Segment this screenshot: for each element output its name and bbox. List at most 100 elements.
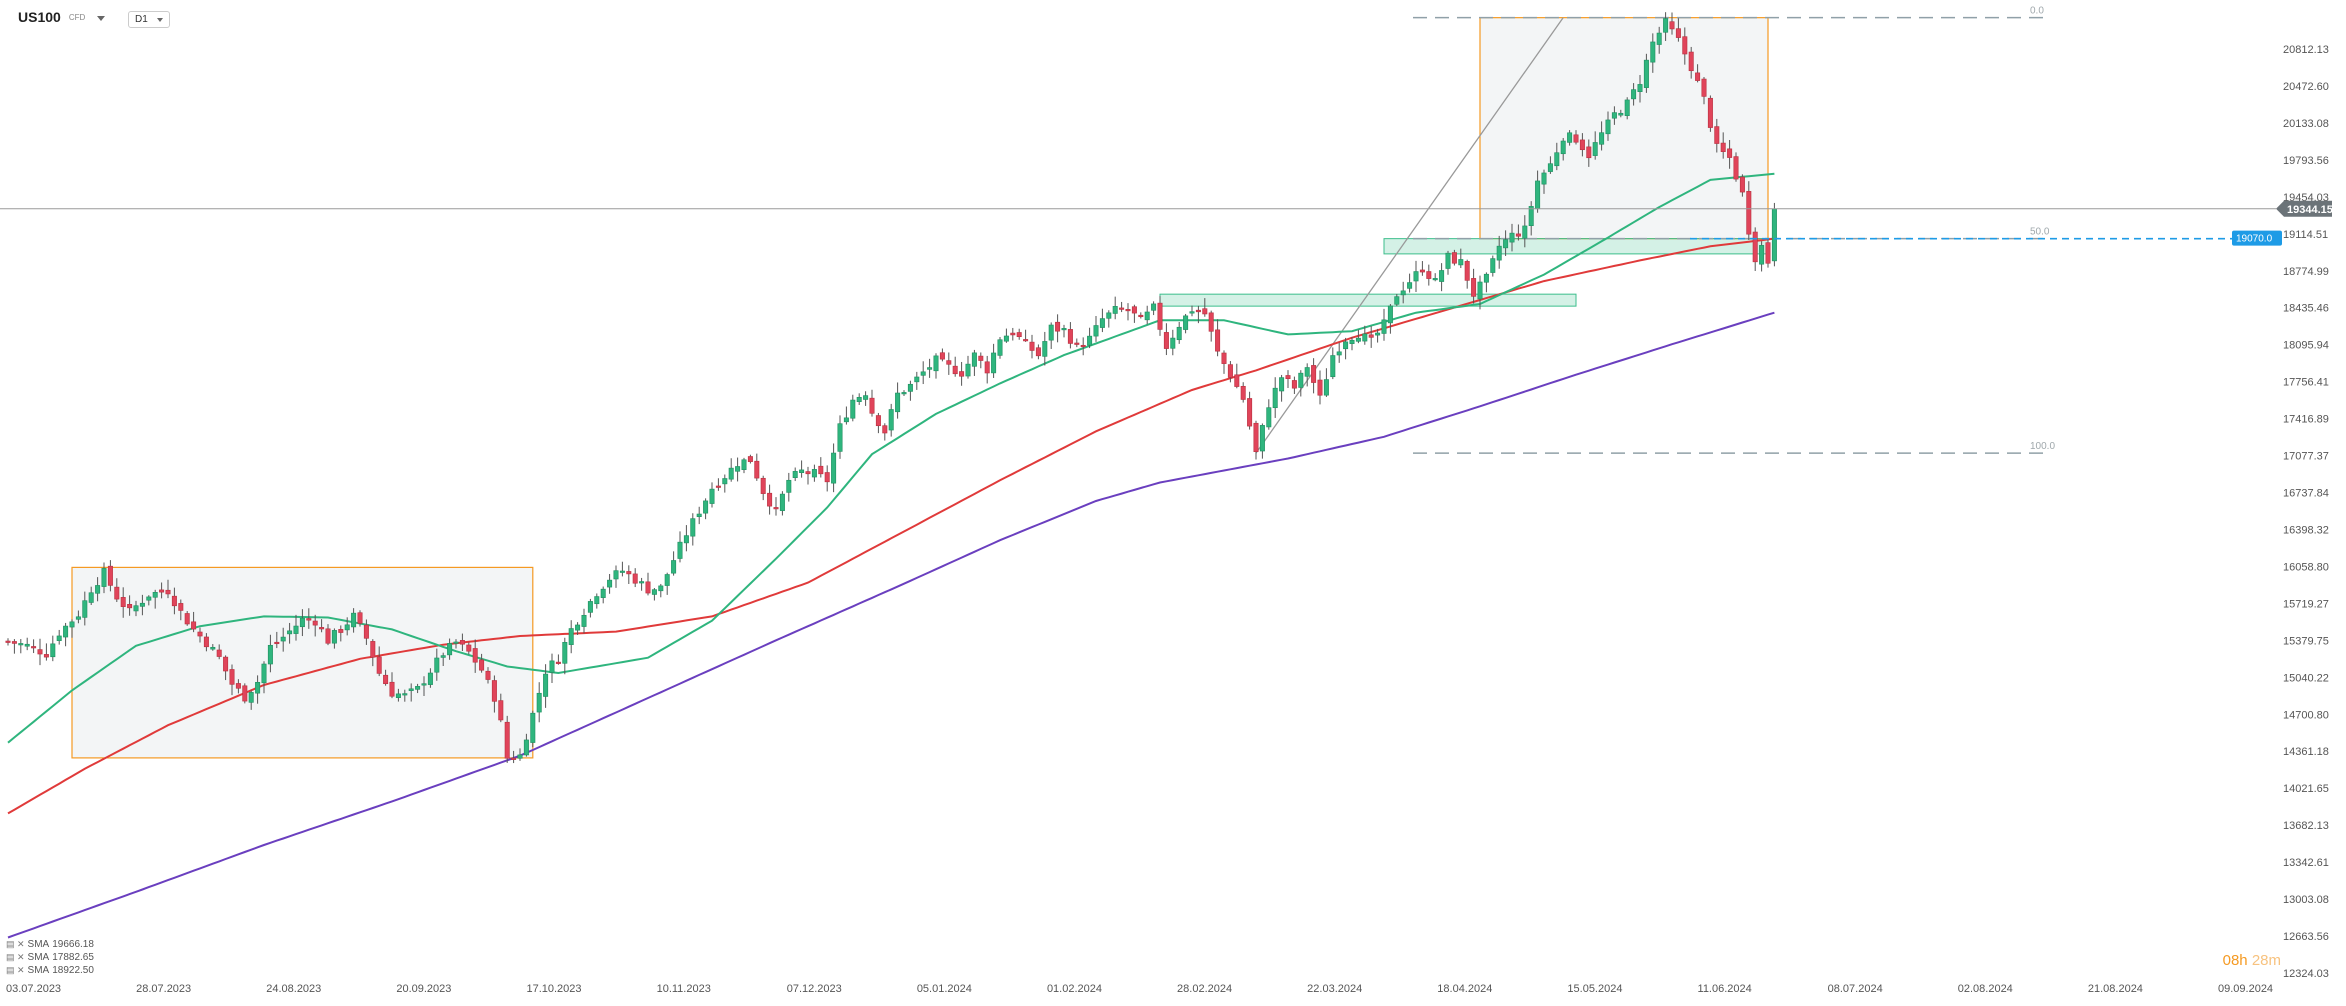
- candle: [1272, 377, 1278, 418]
- candle: [1752, 227, 1758, 271]
- fib-label: 0.0: [2030, 6, 2044, 17]
- x-tick-label: 11.06.2024: [1698, 983, 1752, 995]
- candle-body: [235, 683, 241, 689]
- candle-body: [1285, 375, 1291, 379]
- candle: [344, 617, 350, 636]
- candle-body: [677, 541, 683, 559]
- candle-body: [18, 643, 24, 646]
- y-tick-label: 12663.56: [2283, 931, 2329, 943]
- candle-body: [1413, 271, 1419, 282]
- candle-body: [632, 573, 638, 584]
- candle: [1349, 337, 1355, 351]
- symbol-name[interactable]: US100: [18, 9, 61, 25]
- candle-body: [696, 513, 702, 517]
- candle-body: [587, 601, 593, 613]
- candle: [1400, 281, 1406, 304]
- x-tick-label: 08.07.2024: [1828, 983, 1883, 995]
- candle-body: [1323, 379, 1329, 396]
- candle: [1093, 316, 1099, 342]
- candle-body: [1426, 271, 1432, 279]
- legend-row[interactable]: ▤ ✕ SMA 19666.18: [6, 938, 94, 951]
- moving-averages: [7, 172, 1775, 939]
- candle-body: [146, 596, 152, 601]
- candle: [843, 406, 849, 425]
- candle-body: [165, 589, 171, 595]
- candle-body: [1419, 269, 1425, 273]
- legend-value: 17882.65: [52, 952, 94, 963]
- candle-body: [312, 620, 318, 626]
- y-tick-label: 16398.32: [2283, 524, 2329, 536]
- candle: [485, 667, 491, 684]
- candle-body: [395, 693, 401, 698]
- candle-body: [875, 415, 881, 427]
- candle: [351, 608, 357, 633]
- fib-label: 50.0: [2030, 227, 2050, 238]
- candle: [395, 688, 401, 702]
- candle: [1637, 75, 1643, 103]
- candle: [491, 675, 497, 713]
- candle-body: [837, 423, 843, 452]
- candle-body: [517, 754, 523, 759]
- candle: [498, 693, 504, 723]
- candles: [5, 12, 1777, 764]
- candle-body: [1573, 134, 1579, 143]
- eye-icon[interactable]: ▤ ✕: [6, 965, 25, 975]
- candle: [1202, 298, 1208, 317]
- candle: [1407, 273, 1413, 293]
- candle: [952, 356, 958, 377]
- legend-name: SMA: [27, 939, 50, 950]
- candle: [1368, 326, 1374, 348]
- candle: [1189, 305, 1195, 317]
- timeframe-select[interactable]: D1: [128, 11, 170, 28]
- legend-row[interactable]: ▤ ✕ SMA 18922.50: [6, 964, 94, 977]
- candle-body: [1311, 365, 1317, 383]
- candle-body: [171, 595, 177, 607]
- candle-body: [895, 392, 901, 413]
- candle-body: [1720, 142, 1726, 152]
- candle-body: [472, 648, 478, 663]
- candle-body: [178, 603, 184, 611]
- candle: [338, 625, 344, 642]
- candle: [683, 525, 689, 552]
- candle-body: [351, 612, 357, 628]
- candle: [1125, 303, 1131, 321]
- candle: [56, 629, 62, 645]
- candle: [1259, 423, 1265, 459]
- candle: [581, 608, 587, 634]
- candle-body: [1432, 278, 1438, 281]
- candle-body: [1688, 51, 1694, 72]
- eye-icon[interactable]: ▤ ✕: [6, 952, 25, 962]
- candle: [63, 622, 69, 647]
- candle-body: [325, 628, 331, 644]
- candle: [901, 390, 907, 396]
- chart-header[interactable]: US100 CFD: [18, 9, 106, 25]
- candle-body: [690, 518, 696, 537]
- candle-body: [287, 630, 293, 635]
- candle-body: [1765, 242, 1771, 264]
- candle: [88, 586, 94, 605]
- candle: [511, 750, 517, 764]
- candle: [600, 586, 606, 604]
- eye-icon[interactable]: ▤ ✕: [6, 939, 25, 949]
- y-tick-label: 19793.56: [2283, 155, 2329, 167]
- legend-row[interactable]: ▤ ✕ SMA 17882.65: [6, 951, 94, 964]
- candle: [229, 664, 235, 696]
- chevron-down-icon[interactable]: [97, 15, 106, 21]
- candle: [1451, 249, 1457, 266]
- candle-body: [344, 624, 350, 631]
- candle-body: [594, 596, 600, 605]
- candle-body: [811, 469, 817, 478]
- candle: [587, 598, 593, 618]
- candle-body: [1477, 281, 1483, 300]
- candle-body: [139, 602, 145, 607]
- candle: [927, 358, 933, 378]
- level-tag-bg: [2232, 230, 2282, 246]
- x-tick-label: 05.01.2024: [917, 983, 972, 995]
- candle: [805, 466, 811, 485]
- candle: [946, 352, 952, 375]
- candle-body: [1445, 252, 1451, 269]
- x-tick-label: 22.03.2024: [1307, 983, 1362, 995]
- candle: [1490, 255, 1496, 277]
- candle-body: [1087, 335, 1093, 346]
